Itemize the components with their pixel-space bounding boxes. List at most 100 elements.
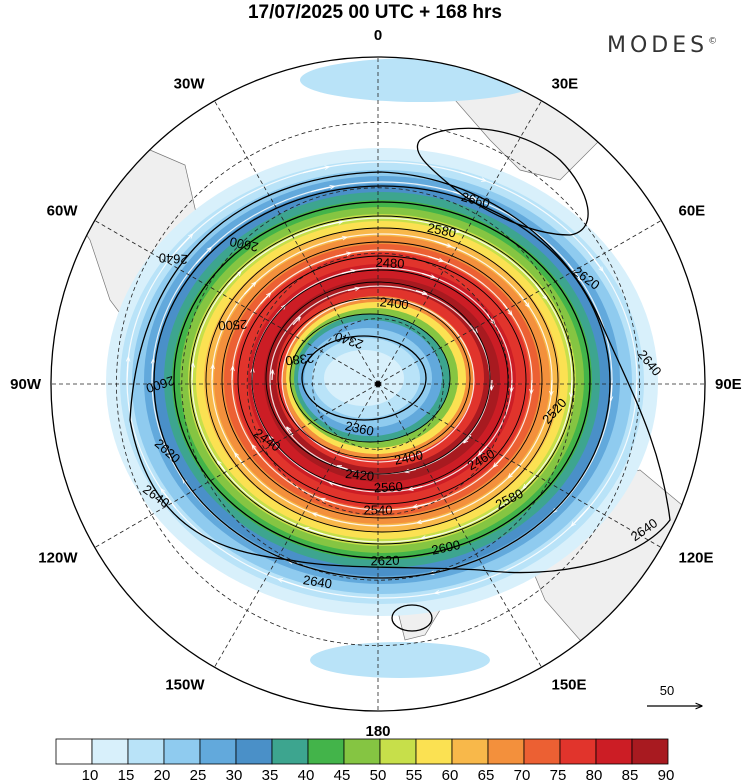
wind-band-inner-15 <box>324 350 404 406</box>
flow-arrow <box>313 513 330 520</box>
meridian-line <box>377 220 662 385</box>
flow-arrow <box>435 586 461 593</box>
contour-label-text: 2540 <box>364 503 393 518</box>
contour-label-text: 2580 <box>426 220 457 241</box>
longitude-label: 120E <box>679 550 714 567</box>
colorbar-tick-label: 25 <box>190 767 207 782</box>
colorbar-swatch <box>271 738 309 765</box>
colorbar-swatch <box>487 738 525 765</box>
colorbar-tick-label: 50 <box>370 767 387 782</box>
flow-arrow <box>292 317 300 326</box>
reference-vector-label: 50 <box>660 683 674 698</box>
colorbar-swatch <box>595 738 633 765</box>
colorbar-tick-label: 85 <box>622 767 639 782</box>
colorbar-swatch <box>415 738 453 765</box>
colorbar-tick-label: 90 <box>658 767 675 782</box>
flow-arrow <box>535 284 547 299</box>
colorbar-swatch <box>235 738 273 765</box>
colorbar-tick-label: 45 <box>334 767 351 782</box>
streamline-arrows <box>127 167 637 593</box>
colorbar-swatch <box>523 738 561 765</box>
flow-arrow <box>440 225 460 232</box>
brand-text: MODES <box>607 33 709 58</box>
colorbar-tick-label: 30 <box>226 767 243 782</box>
contour-label: 2600 <box>228 234 259 255</box>
contour-label-text: 2400 <box>393 447 424 468</box>
flow-arrow <box>460 172 486 181</box>
colorbar-tick-label: 40 <box>298 767 315 782</box>
contour-label: 2480 <box>375 255 405 271</box>
meridian-line <box>214 383 379 668</box>
flow-arrow <box>127 357 128 381</box>
flow-arrow <box>587 251 603 271</box>
contour-label-text: 2380 <box>285 351 315 369</box>
flow-arrow <box>479 445 488 455</box>
flow-arrow <box>417 518 435 523</box>
colorbar-tick-label: 35 <box>262 767 279 782</box>
colorbar-tick-label: 70 <box>514 767 531 782</box>
contour-label-text: 2480 <box>375 255 405 271</box>
contour-label-text: 2560 <box>373 479 403 495</box>
contour-label-text: 2400 <box>379 294 409 312</box>
flow-arrow <box>321 499 336 505</box>
flow-arrow <box>341 270 355 275</box>
contour-label: 2380 <box>285 351 315 369</box>
flow-arrow <box>409 485 423 490</box>
flow-arrow <box>428 255 443 261</box>
flow-arrow <box>310 186 334 193</box>
colorbar-tick-label: 15 <box>118 767 135 782</box>
flow-arrow <box>192 363 193 381</box>
contour-label: 2640 <box>158 250 188 266</box>
colorbar-swatch <box>307 738 345 765</box>
colorbar-swatch <box>559 738 597 765</box>
contour-label: 2400 <box>393 447 424 468</box>
latitude-circle <box>115 121 641 647</box>
colorbar-swatch <box>451 738 489 765</box>
longitude-label: 150W <box>165 677 205 694</box>
flow-arrow <box>421 272 435 277</box>
latitude-circle <box>246 252 510 516</box>
colorbar-tick-label: 20 <box>154 767 171 782</box>
flow-arrow <box>337 466 349 470</box>
contour-label-text: 2600 <box>228 234 259 255</box>
colorbar-tick-label: 55 <box>406 767 423 782</box>
longitude-label: 180 <box>365 723 390 740</box>
contour-label-text: 2660 <box>460 189 492 211</box>
longitude-label: 150E <box>552 677 587 694</box>
flow-arrow <box>252 445 262 457</box>
flow-arrow <box>551 379 552 395</box>
contour-label: 2360 <box>344 418 375 439</box>
meridian-line <box>377 100 542 385</box>
flow-arrow <box>567 263 581 281</box>
contour-label: 2660 <box>460 189 492 211</box>
flow-arrow <box>235 453 245 467</box>
meridian-line <box>94 220 379 385</box>
flow-arrow <box>272 370 273 381</box>
flow-arrow <box>511 379 512 392</box>
contour-label: 2500 <box>218 317 248 333</box>
wind-band-outer-south <box>310 642 490 678</box>
reference-vector: 50 <box>647 683 702 706</box>
contour-label: 2540 <box>364 503 393 518</box>
longitude-label: 30W <box>174 75 206 92</box>
colorbar-swatch <box>199 738 237 765</box>
flow-arrow <box>195 248 211 265</box>
flow-arrow <box>175 234 193 253</box>
longitude-label: 60W <box>47 203 79 220</box>
wind-band-outer-north <box>300 58 540 102</box>
flow-arrow <box>519 293 530 307</box>
contour-label-text: 2600 <box>430 537 461 558</box>
longitude-labels: 0 30E 60E 90E 120E 150E 180 150W 120W 90W 60W 30W <box>10 27 742 740</box>
flow-arrow <box>491 379 492 390</box>
map-title: 17/07/2025 00 UTC + 168 hrs <box>247 2 503 23</box>
colorbar-swatch <box>343 738 381 765</box>
contour-label-text: 2360 <box>344 418 375 439</box>
colorbar-swatch <box>55 738 93 765</box>
flow-arrow <box>329 237 346 242</box>
flow-arrow <box>405 469 417 472</box>
flow-arrow <box>508 465 520 478</box>
meridian-line <box>214 100 379 385</box>
brand-logo: MODES© <box>607 33 717 58</box>
flow-arrow <box>335 253 351 257</box>
